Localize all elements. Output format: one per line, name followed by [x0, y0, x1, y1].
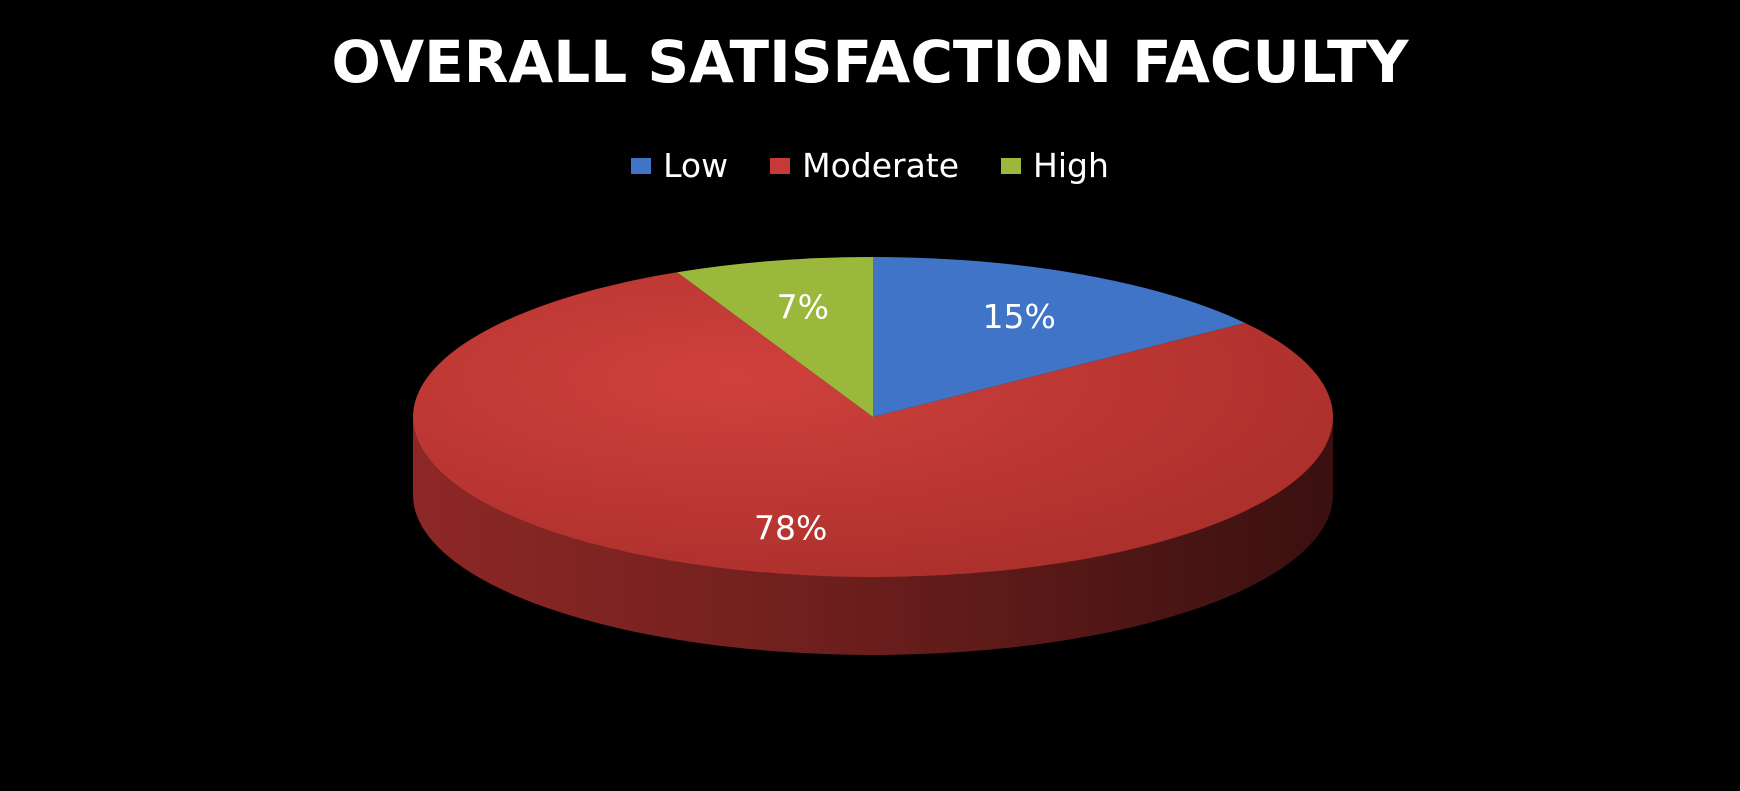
legend-label-high: High	[1033, 146, 1109, 185]
pie-data-labels: 15% 78% 7%	[754, 288, 1056, 548]
pie-slice-moderate	[412, 272, 1333, 577]
legend-item-moderate: Moderate	[770, 146, 959, 185]
chart-title: OVERALL SATISFACTION FACULTY	[331, 28, 1409, 96]
pie-top	[412, 257, 1333, 577]
data-label-moderate: 78%	[754, 509, 827, 548]
legend-swatch-high	[1001, 157, 1022, 174]
pie-side-moderate	[413, 417, 1333, 655]
data-label-low: 15%	[983, 297, 1056, 336]
pie-side-wall	[413, 417, 1333, 655]
legend-swatch-low	[631, 157, 652, 174]
pie-slice-low	[873, 257, 1246, 417]
legend: Low Moderate High	[0, 146, 1740, 185]
legend-item-low: Low	[631, 146, 728, 185]
legend-label-low: Low	[663, 146, 729, 185]
legend-swatch-moderate	[770, 157, 791, 174]
data-label-high: 7%	[777, 288, 829, 327]
pie-slice-high	[677, 257, 873, 417]
legend-item-high: High	[1001, 146, 1109, 185]
legend-label-moderate: Moderate	[802, 146, 960, 185]
